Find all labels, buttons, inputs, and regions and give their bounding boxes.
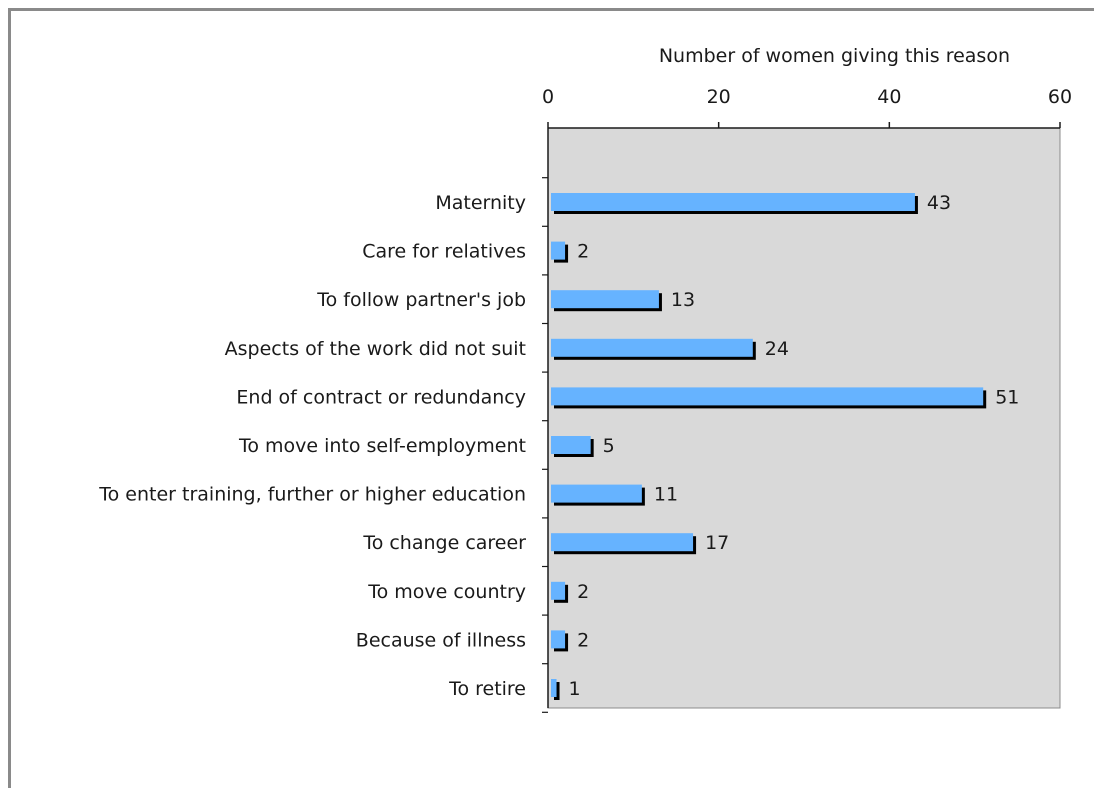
category-label: End of contract or redundancy (236, 386, 526, 408)
x-axis-title: Number of women giving this reason (659, 45, 1010, 67)
bar (551, 290, 659, 309)
x-axis-ticks: 0 20 40 60 (542, 86, 1072, 713)
data-label: 51 (995, 386, 1019, 408)
x-tick-label: 40 (877, 86, 901, 108)
data-label: 5 (603, 435, 615, 457)
x-tick-label: 20 (707, 86, 731, 108)
category-label: To move into self-employment (238, 435, 526, 457)
data-label: 11 (654, 484, 678, 506)
data-label: 43 (927, 192, 951, 214)
data-label: 1 (569, 678, 581, 700)
category-label: Because of illness (356, 629, 526, 651)
data-label: 2 (577, 241, 589, 263)
category-label: To move country (367, 581, 526, 603)
bar (551, 581, 566, 600)
category-label: Aspects of the work did not suit (225, 338, 526, 360)
bar (551, 484, 642, 503)
x-tick-label: 60 (1048, 86, 1072, 108)
bar (551, 338, 753, 357)
data-label: 2 (577, 629, 589, 651)
bar (551, 241, 566, 260)
category-label: To retire (448, 678, 526, 700)
x-tick-label: 0 (542, 86, 554, 108)
bar (551, 533, 694, 552)
bar (551, 387, 984, 406)
data-label: 13 (671, 289, 695, 311)
data-label: 2 (577, 581, 589, 603)
data-label: 24 (765, 338, 789, 360)
chart-frame (8, 8, 1094, 788)
bar (551, 630, 566, 649)
category-label: To follow partner's job (316, 289, 526, 311)
bar (551, 436, 591, 454)
category-label: To change career (362, 532, 526, 554)
category-label: To enter training, further or higher edu… (98, 484, 526, 506)
bar (551, 679, 557, 697)
bar-shadow (554, 682, 560, 700)
plot-area (547, 127, 1061, 709)
category-label: Maternity (435, 192, 526, 214)
data-label: 17 (705, 532, 729, 554)
bars: Maternity 43 Care for relatives 2 To follow … (98, 192, 1019, 700)
category-label: Care for relatives (362, 241, 526, 263)
bar (551, 193, 915, 211)
